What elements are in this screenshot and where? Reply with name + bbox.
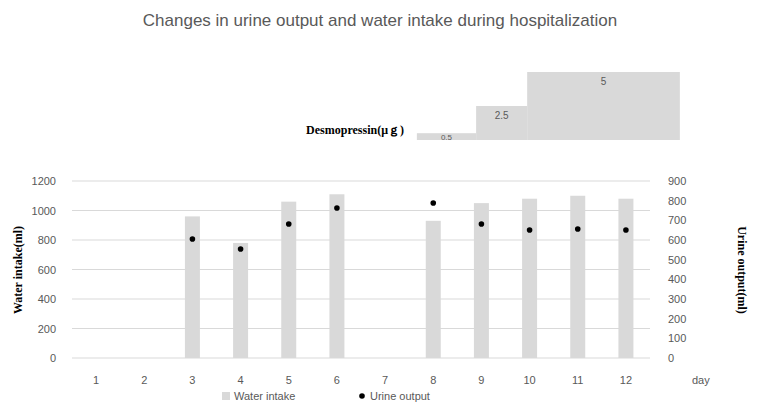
x-tick-label: 11 <box>572 374 583 386</box>
x-tick-label: 2 <box>141 374 147 386</box>
y2-tick <box>650 259 653 260</box>
y-tick-label: 400 <box>38 293 56 305</box>
grid-line <box>72 299 650 300</box>
dose-label: 0.5 <box>441 133 453 142</box>
y2-tick-label: 700 <box>668 214 686 226</box>
y2-tick <box>650 318 653 319</box>
y2-tick <box>650 338 653 339</box>
x-tick-label: 7 <box>382 374 388 386</box>
y2-axis-label: Urine output(ml) <box>735 226 749 314</box>
y2-tick <box>650 299 653 300</box>
bar <box>522 199 537 358</box>
point <box>286 221 292 227</box>
grid-line <box>72 210 650 211</box>
y2-tick <box>650 200 653 201</box>
bar <box>281 202 296 358</box>
grid-line <box>72 269 650 270</box>
x-tick-label: 4 <box>238 374 244 386</box>
grid-line <box>72 181 650 182</box>
chart-root: Changes in urine output and water intake… <box>0 0 760 405</box>
y2-tick-label: 100 <box>668 332 686 344</box>
y-axis-label: Water intake(ml) <box>11 226 25 314</box>
x-tick-label: 12 <box>620 374 632 386</box>
y2-tick-label: 600 <box>668 234 686 246</box>
y-tick-label: 800 <box>38 234 56 246</box>
x-tick-label: 9 <box>478 374 484 386</box>
y2-tick-label: 900 <box>668 175 686 187</box>
y-tick-label: 1000 <box>32 205 56 217</box>
y-tick-label: 600 <box>38 264 56 276</box>
y-tick-label: 1200 <box>32 175 56 187</box>
point <box>527 227 533 233</box>
legend-label: Urine output <box>370 390 430 402</box>
bar <box>426 221 441 358</box>
y2-tick <box>650 220 653 221</box>
y2-tick-label: 400 <box>668 273 686 285</box>
bar <box>329 194 344 358</box>
legend-label: Water intake <box>234 390 295 402</box>
x-tick-label: 5 <box>286 374 292 386</box>
y2-tick-label: 0 <box>668 352 674 364</box>
dose-label: 2.5 <box>495 110 509 121</box>
x-tick-label: 10 <box>523 374 535 386</box>
y2-tick-label: 800 <box>668 195 686 207</box>
y2-tick-label: 500 <box>668 254 686 266</box>
bar <box>185 216 200 358</box>
legend-swatch <box>359 393 365 399</box>
y-tick-label: 0 <box>50 352 56 364</box>
grid-line <box>72 328 650 329</box>
x-tick-label: 3 <box>189 374 195 386</box>
grid-line <box>72 358 650 359</box>
dose-block <box>527 72 680 140</box>
point <box>190 236 196 242</box>
grid-line <box>72 240 650 241</box>
desmopressin-title: Desmopressin(μｇ) <box>306 123 404 137</box>
bar <box>570 196 585 358</box>
point <box>430 200 436 206</box>
legend-swatch <box>222 392 230 400</box>
dose-block <box>476 106 527 140</box>
point <box>479 221 485 227</box>
legend: Water intake Urine output <box>222 390 430 402</box>
point <box>238 246 244 252</box>
bar <box>618 199 633 358</box>
y2-tick-label: 200 <box>668 313 686 325</box>
y2-tick-label: 300 <box>668 293 686 305</box>
x-tick-label: 8 <box>430 374 436 386</box>
y-tick-label: 200 <box>38 323 56 335</box>
bar <box>233 243 248 358</box>
bar <box>474 203 489 358</box>
y2-tick <box>650 240 653 241</box>
y2-tick <box>650 358 653 359</box>
point <box>334 205 340 211</box>
dose-label: 5 <box>601 76 607 87</box>
point <box>575 226 581 232</box>
x-tick-label: 6 <box>334 374 340 386</box>
x-axis-label: day <box>692 374 710 386</box>
point <box>623 227 629 233</box>
chart-title: Changes in urine output and water intake… <box>143 11 617 30</box>
y2-tick <box>650 181 653 182</box>
y2-tick <box>650 279 653 280</box>
x-tick-label: 1 <box>93 374 99 386</box>
plot-area <box>185 194 634 358</box>
